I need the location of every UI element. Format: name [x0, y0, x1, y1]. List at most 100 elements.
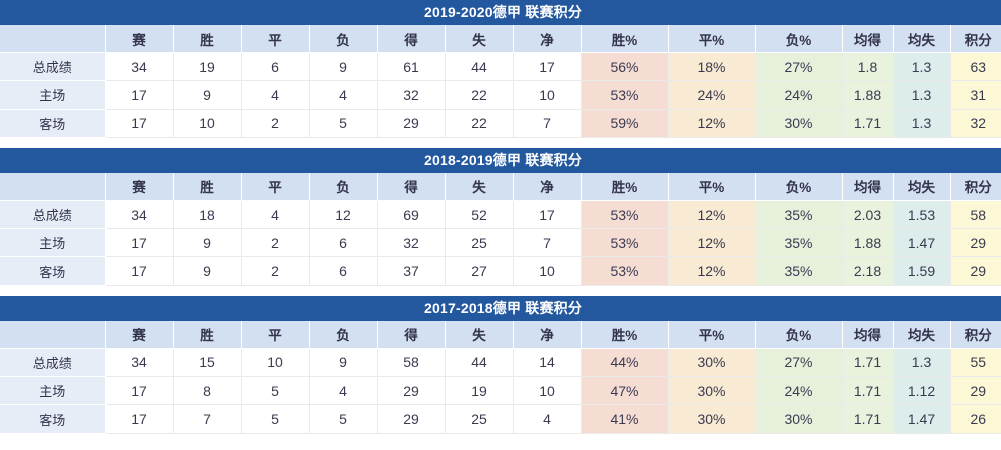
column-header-points: 积分	[950, 172, 1001, 201]
column-header-win-pct: 胜%	[581, 25, 669, 53]
standings-table: 2017-2018德甲 联赛积分赛胜平负得失净胜% 平% 负% 均得 均失 积分 总成绩 34…	[0, 295, 1001, 434]
cell-loss-pct: 35%	[755, 200, 843, 230]
column-header-won: 胜	[173, 320, 242, 349]
cell-won: 7	[173, 404, 242, 434]
cell-avg-conceded: 1.3	[893, 348, 951, 378]
cell-goals-against: 19	[445, 376, 514, 406]
cell-win-pct: 53%	[581, 256, 669, 286]
cell-avg-conceded: 1.47	[893, 404, 951, 434]
cell-win-pct: 47%	[581, 376, 669, 406]
cell-goals-for: 32	[377, 80, 446, 110]
cell-avg-conceded: 1.12	[893, 376, 951, 406]
cell-draw-pct: 12%	[668, 256, 756, 286]
row-label: 主场	[0, 228, 106, 258]
column-header-rowlabel	[0, 25, 106, 53]
cell-avg-scored: 2.03	[842, 200, 894, 230]
cell-drawn: 10	[241, 348, 310, 378]
cell-loss-pct: 30%	[755, 109, 843, 138]
cell-goals-for: 32	[377, 228, 446, 258]
cell-goals-against: 25	[445, 228, 514, 258]
cell-goal-diff: 17	[513, 52, 582, 82]
table-row: 客场 17 10 2 5 29 22 7 59% 12% 30% 1.71 1.3 32	[0, 109, 1001, 138]
column-header-goal-diff: 净	[513, 320, 582, 349]
cell-played: 17	[105, 256, 174, 286]
cell-goal-diff: 10	[513, 376, 582, 406]
cell-avg-conceded: 1.59	[893, 256, 951, 286]
cell-points: 31	[950, 80, 1001, 110]
cell-goals-against: 25	[445, 404, 514, 434]
table-row: 总成绩 34 18 4 12 69 52 17 53% 12% 35% 2.03 1.53 58	[0, 200, 1001, 230]
row-label: 总成绩	[0, 200, 106, 230]
column-header-won: 胜	[173, 25, 242, 53]
cell-loss-pct: 30%	[755, 404, 843, 434]
row-label: 总成绩	[0, 348, 106, 378]
cell-win-pct: 56%	[581, 52, 669, 82]
column-header-avg-conceded: 均失	[893, 172, 951, 201]
cell-draw-pct: 12%	[668, 228, 756, 258]
cell-loss-pct: 35%	[755, 256, 843, 286]
cell-avg-conceded: 1.3	[893, 52, 951, 82]
cell-win-pct: 44%	[581, 348, 669, 378]
cell-points: 26	[950, 404, 1001, 434]
cell-drawn: 6	[241, 52, 310, 82]
cell-avg-scored: 1.8	[842, 52, 894, 82]
cell-loss-pct: 35%	[755, 228, 843, 258]
cell-won: 9	[173, 228, 242, 258]
column-header-goals-for: 得	[377, 25, 446, 53]
cell-played: 17	[105, 376, 174, 406]
cell-lost: 9	[309, 52, 378, 82]
cell-avg-scored: 1.88	[842, 80, 894, 110]
cell-goals-for: 37	[377, 256, 446, 286]
cell-draw-pct: 30%	[668, 404, 756, 434]
cell-goals-against: 44	[445, 348, 514, 378]
cell-draw-pct: 12%	[668, 109, 756, 138]
cell-points: 63	[950, 52, 1001, 82]
cell-goal-diff: 7	[513, 228, 582, 258]
column-header-played: 赛	[105, 25, 174, 53]
cell-drawn: 5	[241, 376, 310, 406]
column-header-points: 积分	[950, 320, 1001, 349]
column-header-goals-for: 得	[377, 320, 446, 349]
column-header-draw-pct: 平%	[668, 320, 756, 349]
cell-played: 17	[105, 109, 174, 138]
cell-lost: 12	[309, 200, 378, 230]
row-label: 客场	[0, 404, 106, 434]
cell-loss-pct: 24%	[755, 80, 843, 110]
column-header-draw-pct: 平%	[668, 25, 756, 53]
column-header-avg-conceded: 均失	[893, 320, 951, 349]
cell-avg-scored: 1.71	[842, 109, 894, 138]
row-label: 客场	[0, 256, 106, 286]
table-title: 2017-2018德甲 联赛积分	[0, 295, 1001, 321]
column-header-avg-scored: 均得	[842, 172, 894, 201]
column-header-loss-pct: 负%	[755, 25, 843, 53]
table-row: 客场 17 9 2 6 37 27 10 53% 12% 35% 2.18 1.59 29	[0, 256, 1001, 286]
cell-goal-diff: 7	[513, 109, 582, 138]
cell-points: 29	[950, 376, 1001, 406]
standings-table: 2019-2020德甲 联赛积分赛胜平负得失净胜% 平% 负% 均得 均失 积分 总成绩 34…	[0, 0, 1001, 138]
cell-draw-pct: 30%	[668, 376, 756, 406]
cell-drawn: 2	[241, 109, 310, 138]
cell-goals-for: 29	[377, 404, 446, 434]
column-header-draw-pct: 平%	[668, 172, 756, 201]
cell-points: 55	[950, 348, 1001, 378]
cell-drawn: 2	[241, 228, 310, 258]
column-header-drawn: 平	[241, 25, 310, 53]
cell-avg-scored: 1.71	[842, 376, 894, 406]
cell-goals-against: 22	[445, 109, 514, 138]
cell-lost: 4	[309, 80, 378, 110]
column-header-goals-for: 得	[377, 172, 446, 201]
cell-goals-for: 69	[377, 200, 446, 230]
column-header-won: 胜	[173, 172, 242, 201]
row-label: 客场	[0, 109, 106, 138]
cell-avg-scored: 1.71	[842, 348, 894, 378]
cell-drawn: 2	[241, 256, 310, 286]
cell-lost: 5	[309, 404, 378, 434]
row-label: 主场	[0, 80, 106, 110]
column-header-lost: 负	[309, 25, 378, 53]
cell-loss-pct: 24%	[755, 376, 843, 406]
column-header-lost: 负	[309, 320, 378, 349]
cell-goals-for: 29	[377, 109, 446, 138]
column-header-lost: 负	[309, 172, 378, 201]
row-label: 总成绩	[0, 52, 106, 82]
cell-won: 9	[173, 256, 242, 286]
